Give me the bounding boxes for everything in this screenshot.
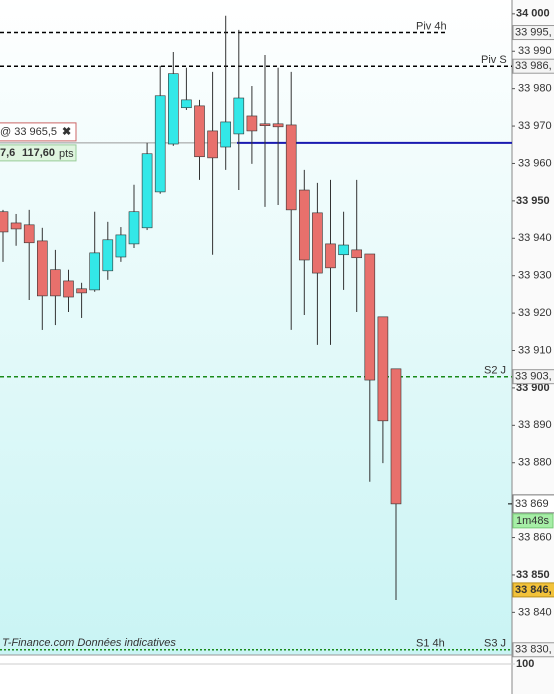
candle-body (76, 288, 87, 294)
y-tick-label: 33 960 (518, 157, 552, 169)
candle-body (377, 316, 389, 422)
level-price-box (512, 642, 554, 658)
order-pts-unit: pts (59, 148, 74, 160)
candle-body (115, 234, 127, 258)
candle-body (50, 269, 61, 297)
y-tick-label: 33 930 (518, 270, 552, 282)
candle-body (23, 224, 35, 244)
y-tick-label: 33 920 (518, 307, 552, 319)
y-tick-label: 33 850 (516, 569, 550, 581)
order-close: ✖ (62, 126, 71, 138)
axis-background (512, 0, 554, 694)
level-name: S3 J (484, 638, 506, 650)
watermark: T-Finance.com Données indicatives (2, 637, 176, 649)
candle-body (272, 123, 284, 128)
candle-body (312, 212, 323, 274)
level-price-box (512, 58, 554, 74)
level-price-label: 33 903, (515, 371, 552, 383)
timer-box (512, 513, 554, 529)
current-price-box (512, 494, 554, 514)
plot-background (0, 0, 512, 655)
candle-body (89, 252, 100, 291)
low-price-box (512, 582, 554, 598)
candle-body (259, 123, 271, 126)
candle-body (207, 130, 218, 159)
y-tick-label: 33 860 (518, 531, 552, 543)
candle-body (102, 239, 114, 272)
low-price-label: 33 846, (515, 584, 552, 596)
order-box (0, 122, 77, 142)
y-tick-label: 34 000 (516, 8, 550, 20)
candle-body (325, 243, 336, 269)
y-tick-label: 33 910 (518, 344, 552, 356)
y-tick-label: 33 980 (518, 83, 552, 95)
candle-body (154, 95, 166, 193)
level-price-box (512, 369, 554, 385)
candle-body (194, 105, 205, 158)
candle-body (168, 73, 179, 145)
current-price-label: 33 869 (515, 498, 549, 510)
candle-body (233, 97, 245, 135)
y-tick-label: 33 840 (518, 606, 552, 618)
y-tick-label: 33 990 (518, 45, 552, 57)
candle-body (285, 124, 297, 211)
timer-label: 1m48s (516, 515, 550, 527)
lower-tick-label: 100 (516, 658, 534, 670)
y-tick-label: 33 950 (516, 195, 550, 207)
candle-body (351, 249, 363, 259)
candle-body (181, 99, 192, 109)
y-tick-label: 33 890 (518, 419, 552, 431)
order-qty: 7,6 (0, 147, 15, 159)
order-pts: 117,60 (22, 147, 55, 159)
candle-body (141, 153, 153, 229)
y-tick-label: 33 900 (516, 382, 550, 394)
candle-body (10, 222, 22, 230)
level-name: Piv S (481, 54, 507, 66)
candle-body (36, 240, 48, 297)
candle-body (128, 211, 140, 245)
level-name: S2 J (484, 365, 506, 377)
level-price-label: 33 830, (515, 644, 552, 656)
level-price-label: 33 986, (515, 60, 552, 72)
level-price-label: 33 995, (515, 26, 552, 38)
candle-body (338, 244, 349, 256)
candle-body (220, 121, 231, 148)
candle-body (298, 189, 310, 261)
candle-body (364, 253, 376, 381)
order-price: @ 33 965,5 (0, 126, 57, 138)
level-name: Piv 4h (416, 20, 447, 32)
candle-body (0, 211, 9, 233)
y-tick-label: 33 880 (518, 457, 552, 469)
y-tick-label: 33 940 (518, 232, 552, 244)
candle-body (63, 280, 74, 298)
order-pnl-box (0, 144, 77, 162)
candle-body (246, 115, 258, 132)
y-tick-label: 33 970 (518, 120, 552, 132)
lower-panel-background (0, 655, 512, 694)
level-price-box (512, 25, 554, 41)
candle-body (390, 368, 402, 505)
level-name: S1 4h (416, 638, 445, 650)
